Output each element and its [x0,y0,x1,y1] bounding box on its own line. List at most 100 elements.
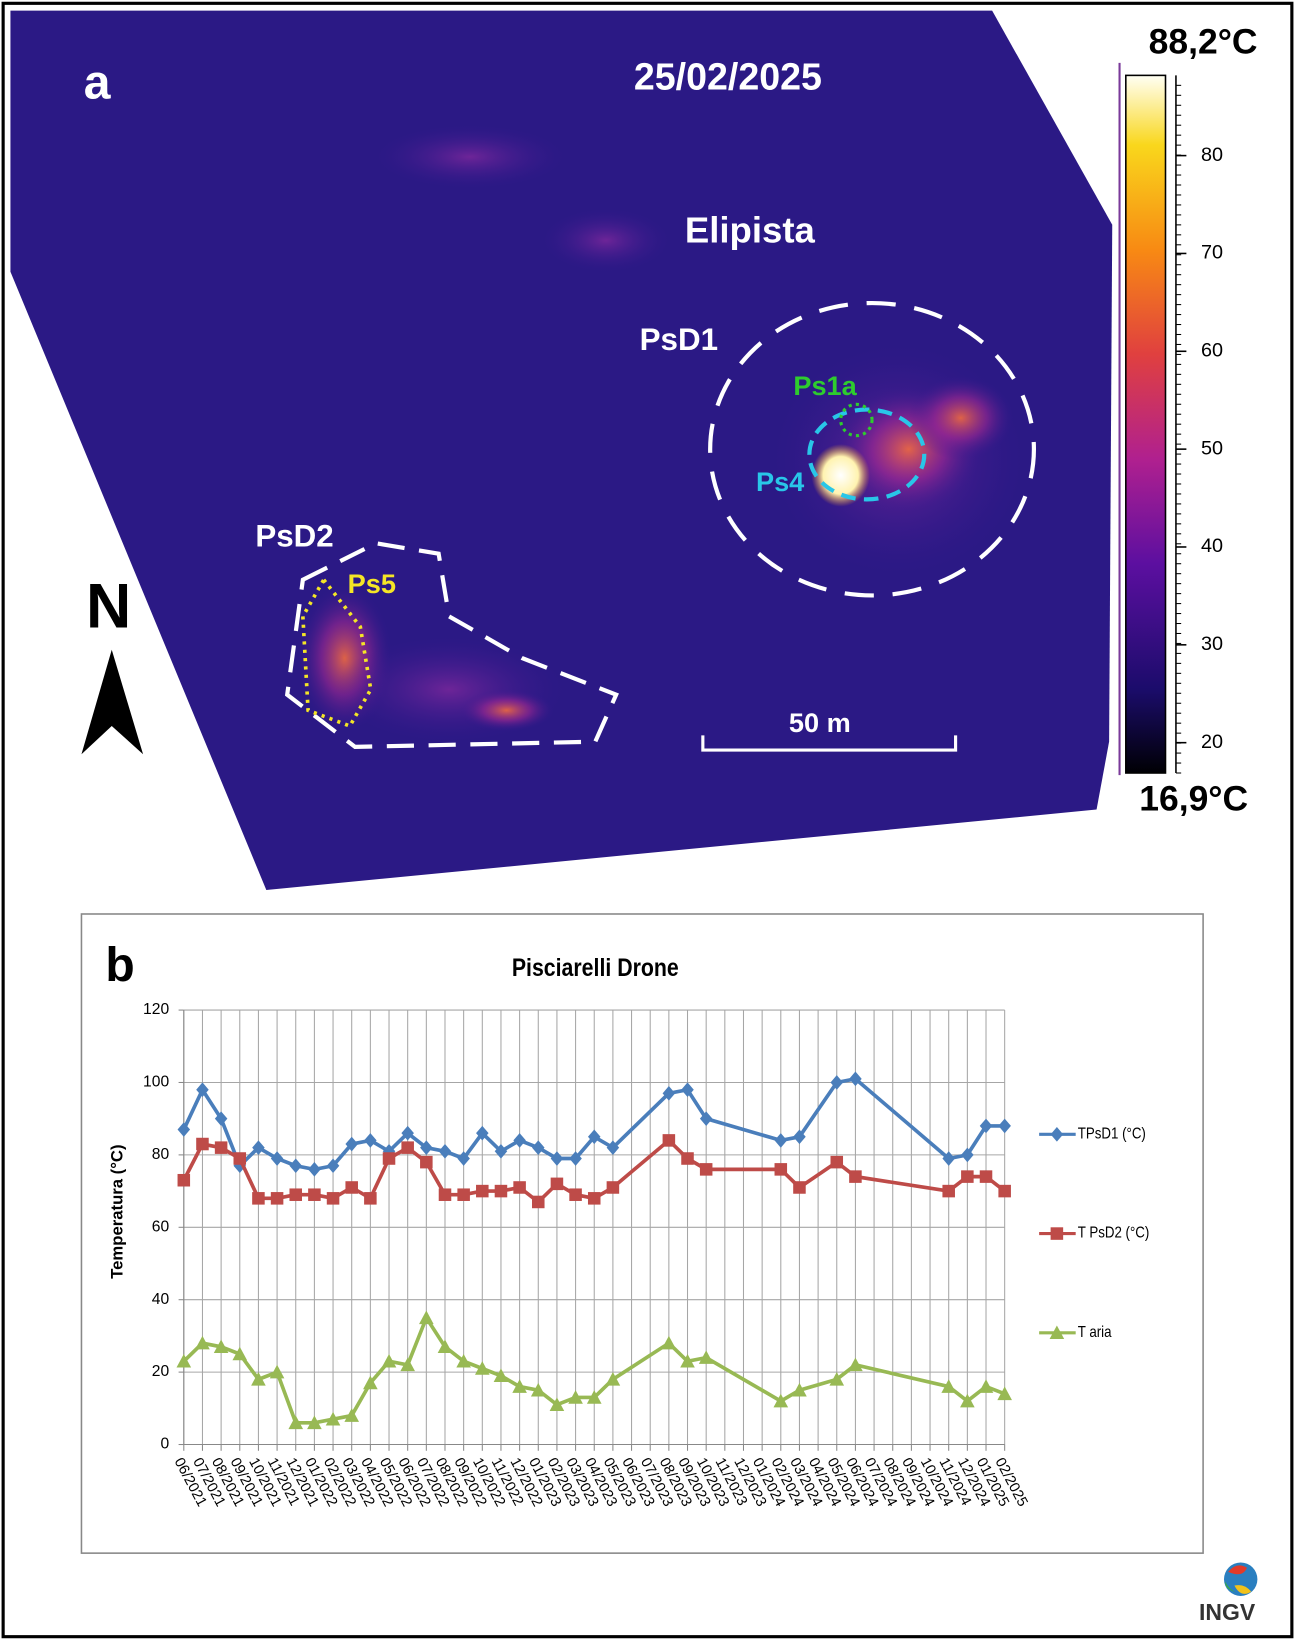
zone-label: Ps1a [793,370,857,401]
marker [848,1357,863,1372]
zone-label: PsD1 [640,322,718,357]
y-tick-label: 100 [143,1074,169,1091]
marker [569,1151,582,1166]
legend-label: TPsD1 (°C) [1078,1126,1146,1143]
y-tick-label: 20 [152,1363,170,1380]
marker [176,1353,192,1368]
marker [941,1379,957,1393]
marker [849,1170,862,1183]
marker [961,1170,974,1183]
colorbar [1125,74,1167,774]
marker [476,1125,489,1141]
marker [997,1386,1012,1401]
marker [830,1155,844,1169]
logo-text: INGV [1199,1599,1256,1625]
marker [213,1339,229,1354]
marker [587,1192,601,1205]
marker [364,1192,377,1205]
marker [978,1379,994,1393]
marker [549,1397,565,1411]
marker [586,1390,602,1404]
colorbar-tick-label: 60 [1201,340,1223,362]
psd2-outline [284,541,619,749]
marker [1050,1127,1064,1142]
marker [363,1375,378,1390]
marker [437,1339,453,1354]
marker [569,1188,582,1201]
legend-label: T PsD2 (°C) [1078,1225,1150,1242]
marker [532,1195,545,1209]
marker [270,1192,284,1205]
marker [325,1411,341,1426]
marker [420,1140,433,1155]
colorbar-tick-label: 50 [1201,437,1223,459]
marker [792,1382,807,1397]
marker [530,1382,546,1397]
marker [195,1335,210,1350]
marker [1049,1325,1065,1340]
marker [364,1133,377,1148]
marker [476,1184,489,1198]
thermal-blobs [297,125,1024,742]
site-label: Elipista [685,210,816,251]
marker [699,1163,713,1176]
marker [381,1353,397,1368]
marker [288,1415,304,1430]
marker [681,1152,694,1165]
marker [251,1372,266,1386]
y-tick-label: 80 [152,1146,170,1163]
marker [774,1163,788,1176]
marker [232,1346,248,1361]
thermal-image [10,10,1113,890]
marker [605,1372,621,1386]
marker [699,1111,713,1126]
marker [233,1152,247,1165]
psd1-outline [708,300,1036,598]
chart-title: Pisciarelli Drone [512,953,679,981]
marker [774,1133,788,1148]
colorbar-tick-label: 70 [1201,242,1223,264]
colorbar-min-label: 16,9°C [1139,779,1248,819]
marker [662,1086,676,1101]
marker [829,1372,845,1386]
marker [345,1181,358,1194]
marker [1050,1227,1064,1240]
marker [326,1192,340,1205]
scale-bar [701,735,958,752]
marker [587,1129,601,1145]
marker [326,1158,340,1174]
marker [998,1184,1011,1198]
marker [474,1361,490,1375]
marker [196,1137,209,1151]
ps5-outline [301,576,373,729]
y-tick-label: 0 [160,1436,169,1453]
marker [252,1192,265,1205]
zone-label: PsD2 [255,518,333,553]
marker [979,1170,993,1183]
marker [456,1353,471,1368]
chart-frame [80,913,1204,1554]
marker [550,1151,564,1166]
marker [793,1181,806,1194]
ps1a-outline [839,402,874,438]
marker [308,1188,321,1201]
scale-bar-label: 50 m [789,707,851,738]
marker [269,1364,285,1379]
marker [606,1140,620,1155]
colorbar-tick-label: 30 [1201,633,1223,655]
marker [830,1075,844,1090]
marker [979,1118,993,1134]
ps4-outline [807,407,927,502]
marker [438,1143,452,1159]
marker [512,1379,527,1393]
marker [289,1188,303,1201]
colorbar-max-label: 88,2°C [1149,21,1258,61]
y-tick-label: 120 [143,1001,169,1018]
colorbar-tick-label: 20 [1201,731,1223,753]
marker [568,1390,583,1404]
y-axis-label: Temperatura (°C) [107,1144,126,1278]
marker [493,1368,509,1383]
